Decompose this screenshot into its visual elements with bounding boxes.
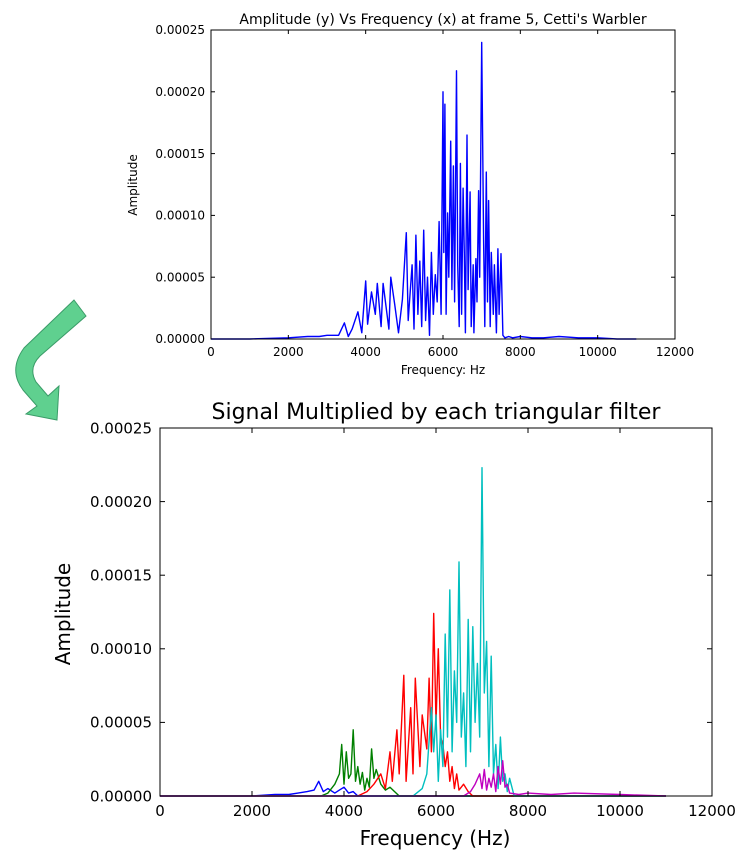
- y-tick-label: 0.00005: [155, 270, 205, 284]
- x-tick-label: 6000: [428, 345, 459, 359]
- y-tick-label: 0.00015: [155, 147, 205, 161]
- x-tick-label: 6000: [417, 802, 455, 820]
- series-line-spectrum: [211, 41, 637, 340]
- x-tick-label: 4000: [325, 802, 363, 820]
- x-tick-label: 8000: [509, 802, 547, 820]
- x-axis-label: Frequency (Hz): [360, 826, 511, 850]
- x-tick-label: 2000: [233, 802, 271, 820]
- series-lines: [211, 41, 637, 340]
- y-tick-label: 0.00005: [90, 714, 152, 732]
- x-tick-label: 2000: [273, 345, 304, 359]
- y-tick-label: 0.00020: [155, 85, 205, 99]
- filtered-signal-chart: Signal Multiplied by each triangular fil…: [51, 400, 736, 850]
- y-tick-label: 0.00010: [155, 209, 205, 223]
- chart-title: Amplitude (y) Vs Frequency (x) at frame …: [239, 12, 646, 28]
- y-tick-label: 0.00020: [90, 493, 152, 511]
- series-lines: [160, 467, 667, 797]
- y-tick-label: 0.00000: [90, 787, 152, 805]
- y-axis-ticks: 0.00000 0.00005 0.00010 0.00015 0.00020 0.000…: [90, 419, 712, 805]
- x-tick-label: 10000: [579, 345, 617, 359]
- x-tick-label: 12000: [656, 345, 694, 359]
- y-axis-label: Amplitude: [51, 563, 75, 666]
- series-line-filter-magenta: [160, 760, 667, 797]
- series-line-filter-red: [160, 612, 666, 797]
- x-tick-label: 12000: [688, 802, 736, 820]
- x-tick-label: 0: [207, 345, 215, 359]
- x-tick-label: 8000: [505, 345, 536, 359]
- series-line-filter-green: [160, 729, 666, 797]
- x-tick-label: 0: [155, 802, 165, 820]
- spectrum-chart: Amplitude (y) Vs Frequency (x) at frame …: [126, 12, 694, 377]
- y-tick-label: 0.00015: [90, 566, 152, 584]
- y-tick-label: 0.00010: [90, 640, 152, 658]
- x-axis-label: Frequency: Hz: [401, 363, 485, 377]
- plot-frame: [159, 427, 713, 797]
- x-tick-label: 4000: [350, 345, 381, 359]
- curved-down-arrow-icon: [15, 299, 87, 421]
- y-tick-label: 0.00025: [90, 419, 152, 437]
- x-tick-label: 10000: [596, 802, 644, 820]
- x-axis-ticks: 0 2000 4000 6000 8000 10000 12000: [207, 30, 694, 359]
- y-axis-ticks: 0.00000 0.00005 0.00010 0.00015 0.00020 0.000…: [155, 23, 675, 346]
- y-tick-label: 0.00025: [155, 23, 205, 37]
- y-tick-label: 0.00000: [155, 332, 205, 346]
- y-axis-label: Amplitude: [126, 154, 140, 216]
- chart-title: Signal Multiplied by each triangular fil…: [212, 400, 662, 425]
- x-axis-ticks: 0 2000 4000 6000 8000 10000 12000: [155, 428, 736, 820]
- series-line-filter-blue: [160, 780, 666, 797]
